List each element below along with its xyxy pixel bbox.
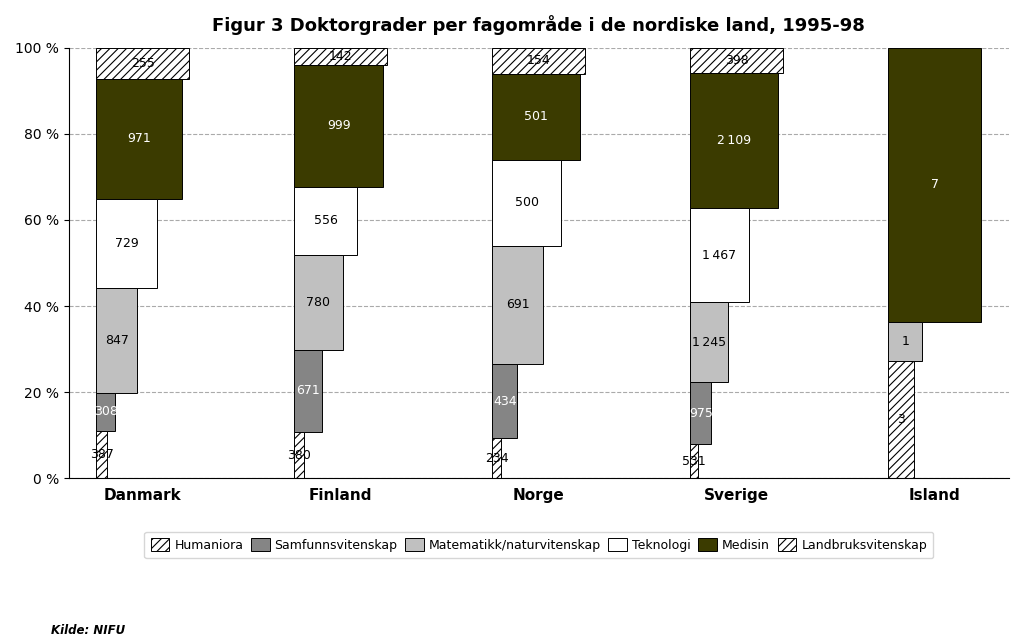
Text: 671: 671 (296, 385, 321, 397)
Legend: Humaniora, Samfunnsvitenskap, Matematikk/naturvitenskap, Teknologi, Medisin, Lan: Humaniora, Samfunnsvitenskap, Matematikk… (144, 532, 933, 558)
Text: 387: 387 (90, 448, 114, 461)
Text: 1 467: 1 467 (702, 248, 736, 262)
Text: 501: 501 (524, 110, 548, 124)
Text: 2 109: 2 109 (717, 134, 751, 147)
Text: 234: 234 (485, 452, 509, 465)
Text: 999: 999 (327, 120, 351, 132)
Text: 7: 7 (931, 178, 939, 191)
Text: 500: 500 (515, 196, 539, 209)
Bar (295, 432, 304, 478)
Text: 154: 154 (527, 54, 551, 68)
Text: 531: 531 (682, 455, 706, 468)
Bar (295, 48, 387, 65)
Text: 975: 975 (689, 406, 713, 420)
Bar (96, 393, 115, 431)
Text: 780: 780 (306, 296, 331, 309)
Text: 380: 380 (288, 448, 311, 462)
Bar (295, 350, 323, 432)
Bar (493, 364, 517, 438)
Bar (889, 361, 913, 478)
Bar (493, 74, 580, 160)
Text: 1: 1 (901, 335, 909, 348)
Bar (295, 255, 343, 350)
Bar (690, 445, 697, 478)
Text: 308: 308 (94, 405, 118, 419)
Bar (690, 302, 728, 382)
Bar (295, 187, 357, 255)
Text: 255: 255 (131, 57, 155, 70)
Text: 556: 556 (314, 215, 338, 227)
Title: Figur 3 Doktorgrader per fagområde i de nordiske land, 1995-98: Figur 3 Doktorgrader per fagområde i de … (212, 15, 865, 35)
Text: 398: 398 (725, 54, 749, 67)
Bar (96, 48, 189, 79)
Text: 847: 847 (105, 334, 129, 347)
Bar (889, 322, 922, 361)
Bar (690, 208, 749, 302)
Bar (96, 431, 106, 478)
Bar (295, 65, 383, 187)
Text: 729: 729 (115, 237, 138, 250)
Bar (493, 245, 543, 364)
Bar (96, 79, 182, 199)
Bar (690, 382, 711, 445)
Bar (96, 199, 157, 289)
Text: 1 245: 1 245 (692, 336, 726, 348)
Text: 691: 691 (506, 298, 529, 311)
Bar (690, 73, 777, 208)
Text: Kilde: NIFU: Kilde: NIFU (51, 624, 125, 637)
Text: 971: 971 (128, 132, 152, 145)
Bar (889, 48, 981, 322)
Bar (493, 160, 561, 245)
Bar (96, 289, 137, 393)
Bar (493, 48, 585, 74)
Text: 3: 3 (897, 413, 905, 426)
Bar (690, 48, 783, 73)
Text: 434: 434 (493, 394, 516, 408)
Bar (493, 438, 501, 478)
Text: 142: 142 (329, 50, 352, 63)
